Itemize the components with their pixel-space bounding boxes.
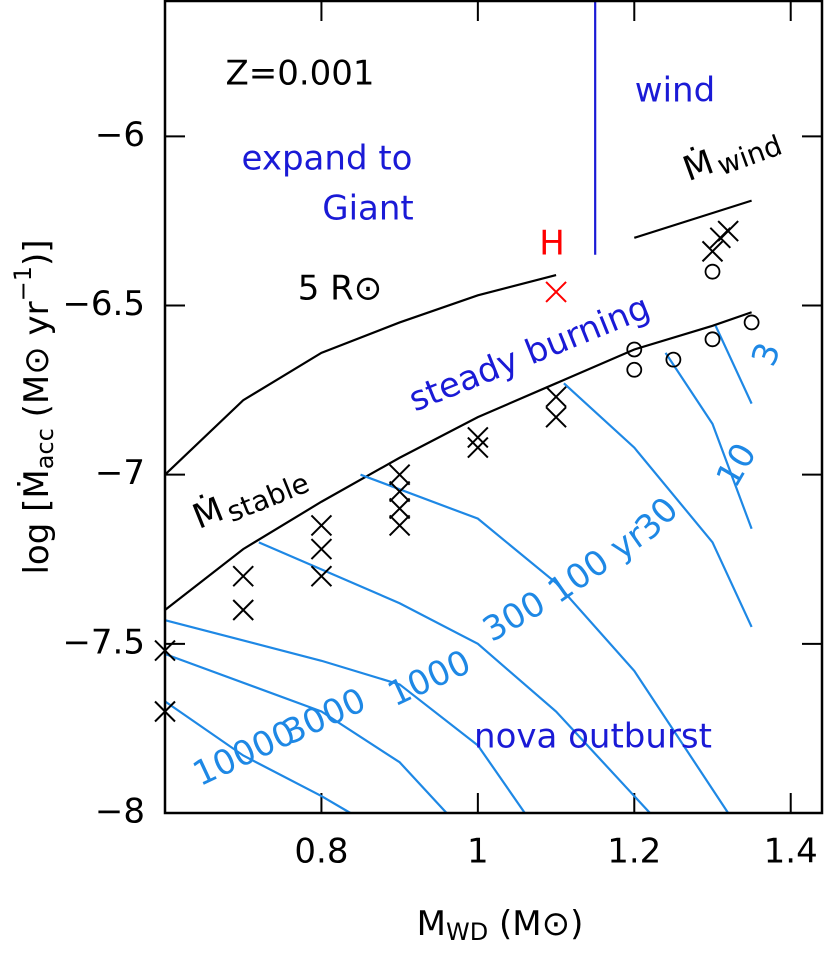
- annotation: nova outburst: [474, 717, 712, 757]
- contour-label: 300: [476, 583, 552, 650]
- cross-marker: [388, 480, 411, 503]
- mdot-label: Ṁwind: [678, 118, 787, 194]
- annotation: expand to: [242, 139, 413, 179]
- x-label-part: (M⊙): [488, 904, 583, 944]
- curve: [360, 473, 730, 814]
- y-label-part: log [Ṁ: [17, 469, 57, 574]
- cross-marker: [232, 565, 254, 587]
- circle-marker: [704, 263, 721, 280]
- circle-marker: [665, 351, 682, 368]
- y-tick-label: −6: [95, 115, 145, 155]
- x-tick-label: 1.2: [607, 832, 661, 872]
- cross-marker: [701, 240, 724, 263]
- contour-label: 10000: [187, 713, 302, 795]
- annotation: Z=0.001: [225, 54, 374, 94]
- y-tick-label: −7.5: [62, 622, 145, 662]
- x-axis-label: MWD (M⊙): [417, 904, 584, 947]
- curve: [164, 652, 448, 814]
- y-label-sup: −1: [9, 266, 37, 301]
- circle-marker: [626, 341, 643, 358]
- annotation: H: [539, 224, 565, 264]
- x-label-part: M: [417, 904, 446, 944]
- cross-marker: [467, 426, 489, 449]
- y-tick-label: −8: [95, 792, 145, 832]
- cross-marker: [709, 227, 732, 249]
- cross-marker: [545, 406, 567, 428]
- cross-marker: [388, 463, 411, 486]
- cross-marker: [545, 386, 567, 408]
- x-tick-label: 0.8: [294, 832, 348, 872]
- annotation: 5 R⊙: [298, 269, 383, 309]
- circle-marker: [704, 331, 721, 348]
- curve: [664, 352, 753, 530]
- circle-marker: [743, 314, 760, 331]
- y-label-part: )]: [17, 239, 57, 266]
- cross-marker: [388, 514, 411, 537]
- y-axis-label: log [Ṁacc (M⊙ yr−1)]: [9, 239, 59, 574]
- cross-marker: [310, 514, 333, 537]
- curve: [633, 199, 752, 239]
- y-tick-label: −7: [95, 453, 145, 493]
- cross-marker: [545, 281, 567, 303]
- x-tick-label: 1: [467, 832, 489, 872]
- mdot-sub: stable: [222, 466, 314, 529]
- x-label-sub: WD: [446, 918, 488, 946]
- curve: [258, 541, 651, 814]
- cross-marker: [232, 599, 254, 621]
- y-label-part: (M⊙ yr: [17, 301, 57, 428]
- cross-marker: [310, 538, 333, 560]
- contour-label: 3: [744, 337, 789, 371]
- cross-marker: [388, 497, 411, 520]
- curve: [164, 273, 557, 476]
- mdot-sub: wind: [713, 129, 786, 183]
- curve: [563, 382, 753, 628]
- curve: [714, 325, 753, 405]
- y-tick-label: −6.5: [62, 284, 145, 324]
- curve: [164, 619, 526, 814]
- curve: [164, 311, 752, 611]
- mdot-label: Ṁstable: [187, 456, 314, 542]
- cross-marker: [310, 565, 333, 587]
- mdot-symbol: Ṁ: [678, 142, 719, 190]
- plot-frame: [163, 0, 824, 815]
- contour-label: 100 yr: [541, 516, 654, 612]
- mdot-symbol: Ṁ: [187, 489, 229, 537]
- cross-marker: [467, 436, 489, 459]
- contour-label: 10: [709, 437, 765, 494]
- x-tick-label: 1.4: [764, 832, 818, 872]
- annotation: Giant: [322, 189, 414, 229]
- annotation: wind: [635, 71, 715, 111]
- contour-label: 1000: [382, 642, 477, 715]
- y-label-sub: acc: [31, 428, 59, 469]
- circle-marker: [626, 361, 643, 378]
- curve: [164, 700, 351, 814]
